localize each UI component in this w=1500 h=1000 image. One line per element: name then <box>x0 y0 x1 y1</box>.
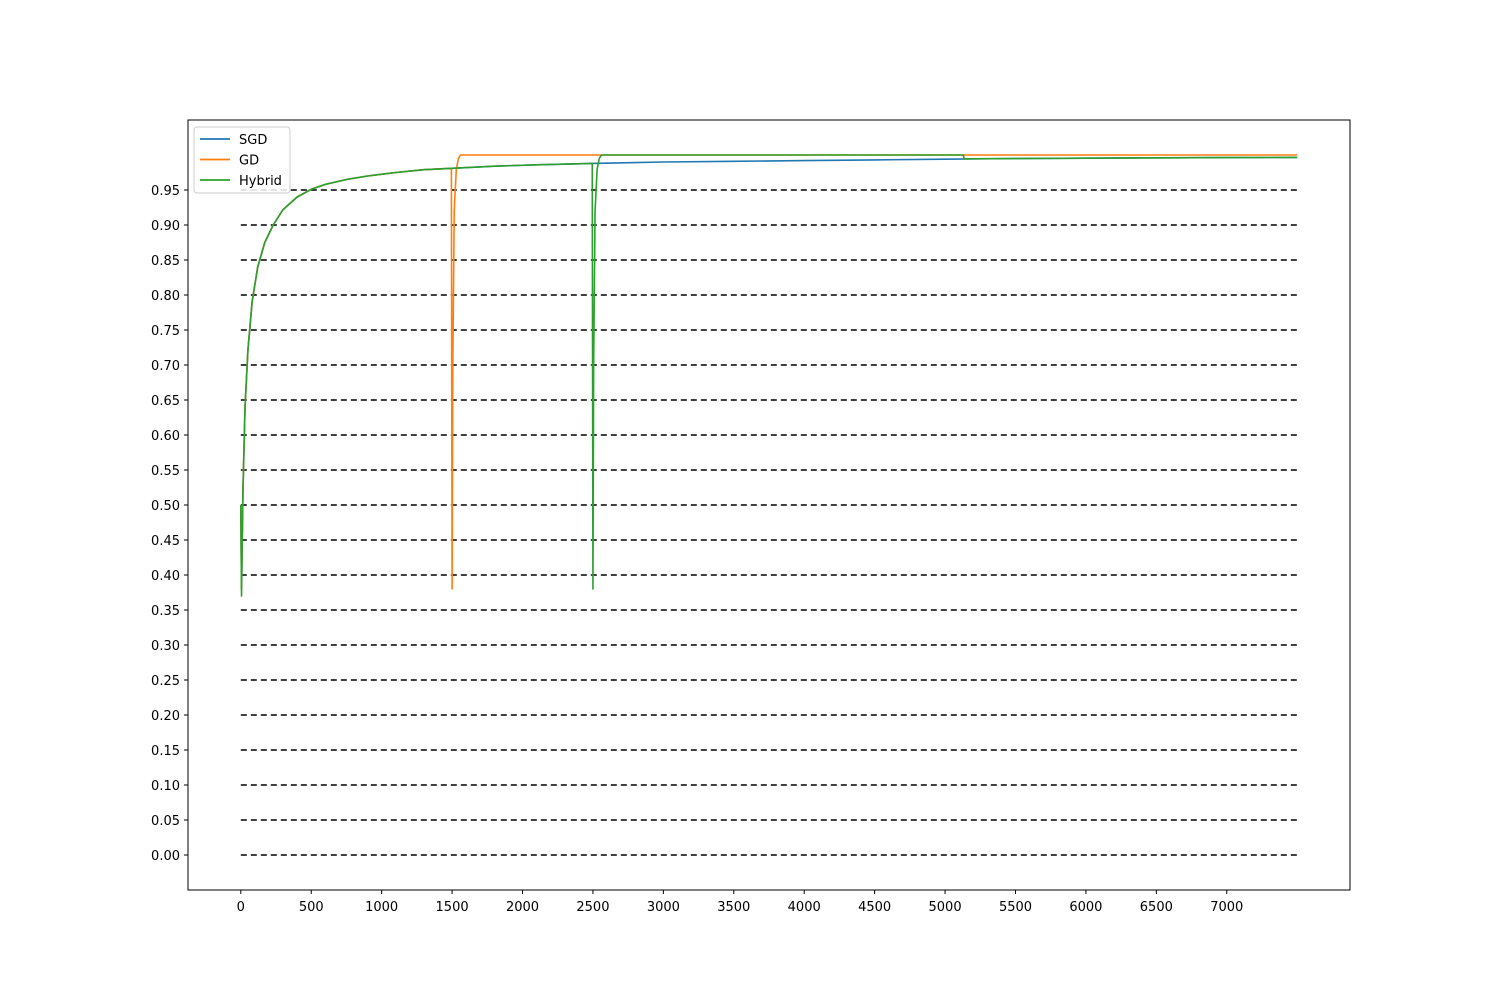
y-tick-label: 0.85 <box>151 254 180 269</box>
y-tick-label: 0.75 <box>151 324 180 339</box>
y-axis: 0.00 0.05 0.10 0.15 0.20 0.25 0.30 0.35 0.40 0.45… <box>151 184 188 864</box>
y-tick-label: 0.90 <box>151 219 180 234</box>
legend-label-sgd: SGD <box>239 133 267 148</box>
x-tick-label: 5000 <box>929 900 962 915</box>
y-tick-label: 0.60 <box>151 429 180 444</box>
reference-lines <box>240 189 1298 856</box>
legend-label-gd: GD <box>239 154 259 169</box>
y-tick-label: 0.15 <box>151 744 180 759</box>
legend: SGD GD Hybrid <box>193 126 291 194</box>
y-tick-label: 0.45 <box>151 534 180 549</box>
legend-label-hybrid: Hybrid <box>239 174 282 189</box>
y-tick-label: 0.55 <box>151 464 180 479</box>
x-tick-label: 500 <box>299 900 324 915</box>
x-tick-label: 2000 <box>506 900 539 915</box>
y-tick-label: 0.30 <box>151 639 180 654</box>
x-tick-label: 4500 <box>858 900 891 915</box>
x-tick-label: 2500 <box>576 900 609 915</box>
series-line-hybrid <box>240 154 1298 597</box>
y-tick-label: 0.40 <box>151 569 180 584</box>
y-tick-label: 0.80 <box>151 289 180 304</box>
x-tick-label: 5500 <box>999 900 1032 915</box>
y-tick-label: 0.65 <box>151 394 180 409</box>
y-tick-label: 0.00 <box>151 849 180 864</box>
y-tick-label: 0.10 <box>151 779 180 794</box>
x-tick-label: 1500 <box>436 900 469 915</box>
x-tick-label: 6000 <box>1069 900 1102 915</box>
y-tick-label: 0.05 <box>151 814 180 829</box>
y-tick-label: 0.25 <box>151 674 180 689</box>
y-tick-label: 0.70 <box>151 359 180 374</box>
y-tick-label: 0.50 <box>151 499 180 514</box>
x-axis: 0 500 1000 1500 2000 2500 3000 3500 4000 4500 5000… <box>237 890 1243 915</box>
x-tick-label: 4000 <box>788 900 821 915</box>
y-tick-label: 0.20 <box>151 709 180 724</box>
series-layer <box>240 154 1298 597</box>
x-tick-label: 3000 <box>647 900 680 915</box>
x-tick-label: 1000 <box>365 900 398 915</box>
x-tick-label: 6500 <box>1140 900 1173 915</box>
x-tick-label: 0 <box>237 900 245 915</box>
x-tick-label: 3500 <box>717 900 750 915</box>
y-tick-label: 0.35 <box>151 604 180 619</box>
x-tick-label: 7000 <box>1210 900 1243 915</box>
legend-box <box>193 126 291 194</box>
y-tick-label: 0.95 <box>151 184 180 199</box>
